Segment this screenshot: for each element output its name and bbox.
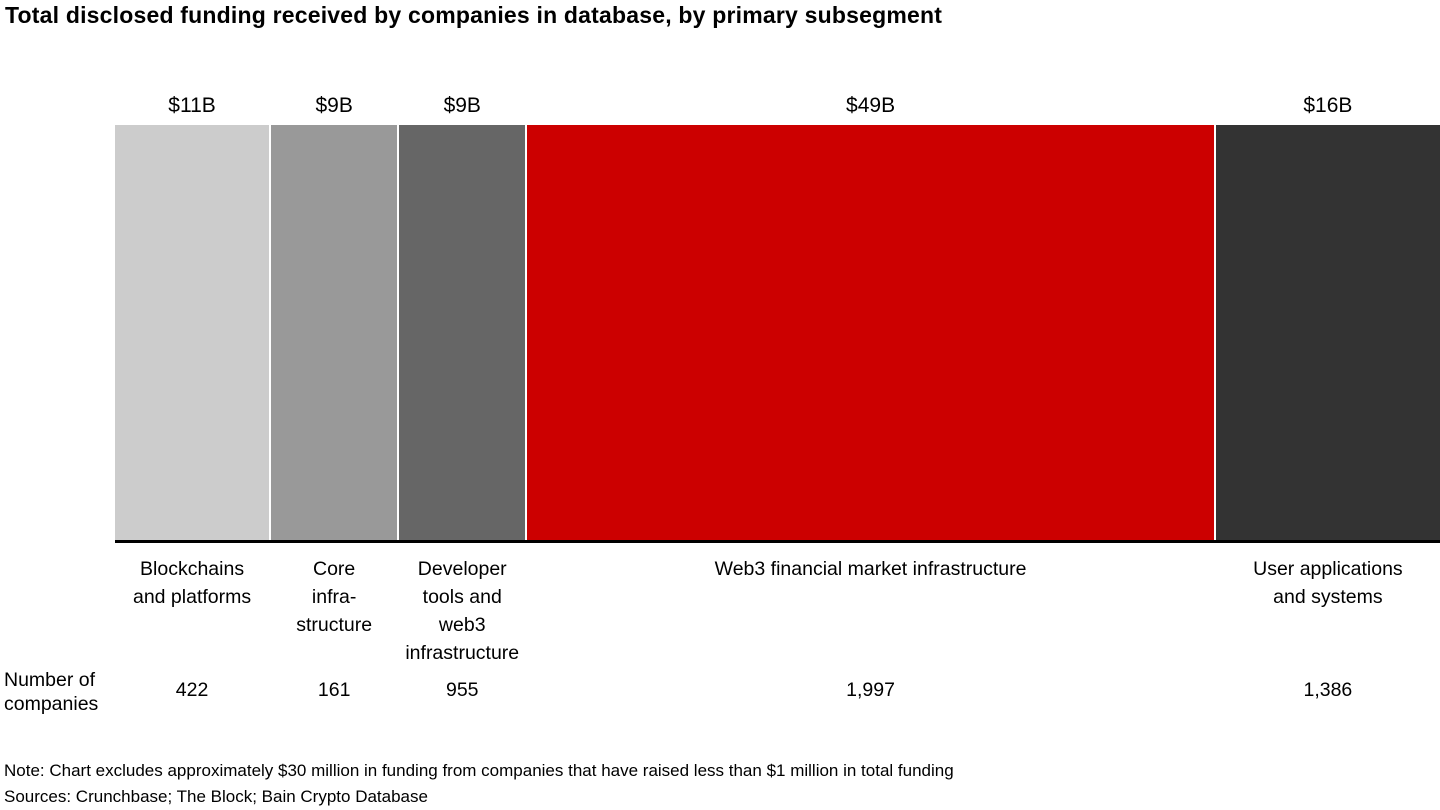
funding-values-row: $11B $9B $9B $49B $16B xyxy=(115,88,1440,118)
funding-value-label: $9B xyxy=(443,94,481,117)
x-axis-line xyxy=(115,540,1440,543)
companies-count: 422 xyxy=(175,679,209,701)
note-text: Note: Chart excludes approximately $30 m… xyxy=(4,761,954,780)
companies-count: 955 xyxy=(445,679,479,701)
funding-value-label: $9B xyxy=(315,94,353,117)
bar-segment-web3-financial-market-infrastructure xyxy=(527,125,1214,540)
bar-segment-blockchains-and-platforms xyxy=(115,125,270,540)
bar-segment-user-applications-and-systems xyxy=(1215,125,1440,540)
companies-row-label: Number of companies xyxy=(4,669,99,715)
category-label: User applications and systems xyxy=(1253,558,1403,608)
bar-segment-core-infrastructure xyxy=(271,125,398,540)
companies-count: 1,997 xyxy=(846,679,895,701)
funding-value-label: $49B xyxy=(846,94,896,117)
category-label: Blockchains and platforms xyxy=(132,558,252,608)
sources-text: Sources: Crunchbase; The Block; Bain Cry… xyxy=(4,787,428,806)
category-label: Developer tools and web3 infrastructure xyxy=(405,558,520,664)
funding-value-label: $16B xyxy=(1303,94,1353,117)
page-title: Total disclosed funding received by comp… xyxy=(5,2,943,28)
companies-counts-row: 422 161 955 1,997 1,386 xyxy=(115,679,1440,702)
bar-segment-developer-tools-and-web3-infrastructure xyxy=(399,125,526,540)
companies-count: 161 xyxy=(317,679,351,701)
companies-count: 1,386 xyxy=(1303,679,1353,701)
category-labels-row: Blockchains and platforms Core infra- st… xyxy=(115,555,1440,667)
funding-value-label: $11B xyxy=(168,94,216,117)
category-label: Core infra- structure xyxy=(296,558,373,636)
category-label: Web3 financial market infrastructure xyxy=(714,558,1027,580)
bar-segments-row xyxy=(115,125,1440,540)
